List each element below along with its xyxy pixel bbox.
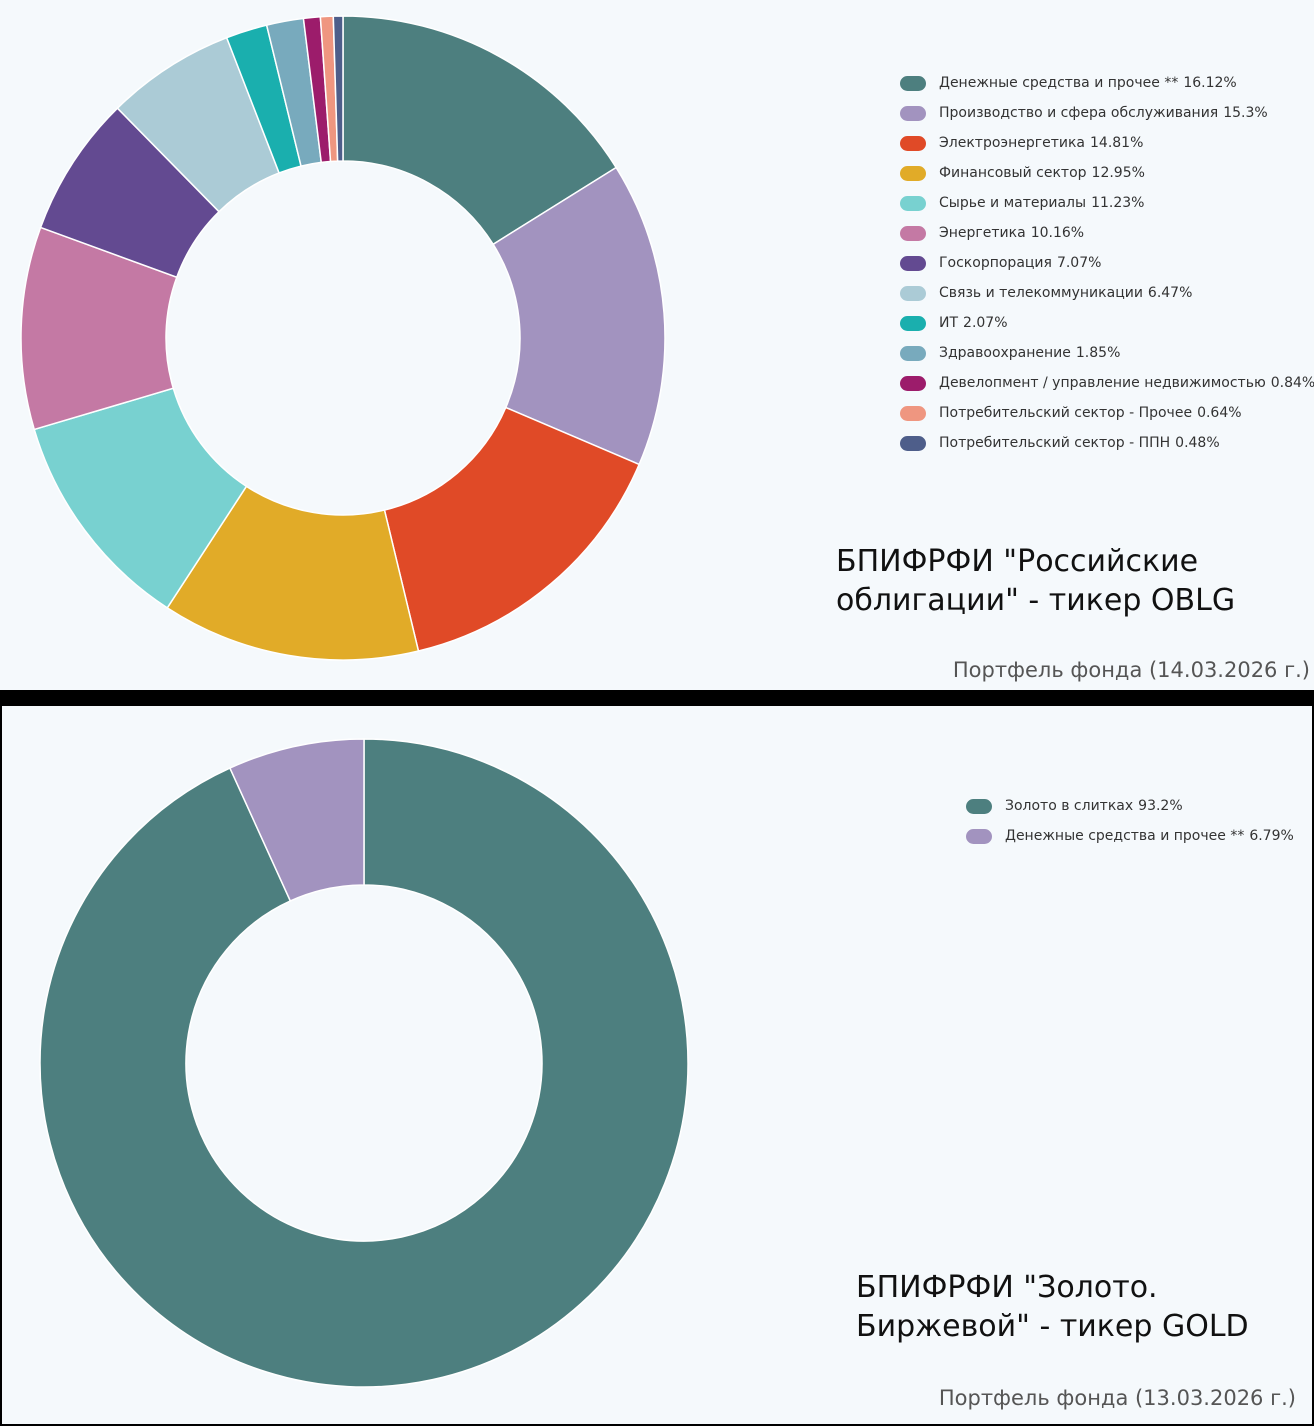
legend-swatch-icon bbox=[900, 285, 926, 301]
donut-slice[interactable] bbox=[228, 738, 365, 902]
portfolio-date-caption: Портфель фонда (13.03.2026 г.) bbox=[938, 1386, 1296, 1410]
donut-slice[interactable] bbox=[39, 738, 689, 1388]
legend-label: Производство и сфера обслуживания bbox=[939, 105, 1219, 121]
legend-oblg: Денежные средства и прочее ** 16.12% Произ… bbox=[900, 68, 1314, 458]
legend-item[interactable]: Связь и телекоммуникации 6.47% bbox=[900, 278, 1314, 308]
legend-item[interactable]: Золото в слитках 93.2% bbox=[966, 791, 1294, 821]
legend-swatch-icon bbox=[900, 255, 926, 271]
fund-panel-gold: Золото в слитках 93.2% Денежные средства и… bbox=[0, 706, 1314, 1426]
legend-item[interactable]: Сырье и материалы 11.23% bbox=[900, 188, 1314, 218]
legend-label: Госкорпорация bbox=[939, 255, 1052, 271]
legend-swatch-icon bbox=[900, 225, 926, 241]
legend-value: 6.47% bbox=[1147, 285, 1193, 301]
legend-swatch-icon bbox=[966, 798, 992, 814]
legend-label: Энергетика bbox=[939, 225, 1026, 241]
legend-swatch-icon bbox=[900, 375, 926, 391]
legend-item[interactable]: Финансовый сектор 12.95% bbox=[900, 158, 1314, 188]
donut-chart-oblg bbox=[20, 15, 666, 661]
legend-label: Электроэнергетика bbox=[939, 135, 1085, 151]
section-divider bbox=[0, 690, 1314, 706]
legend-label: Потребительский сектор - ППН bbox=[939, 435, 1171, 451]
legend-value: 93.2% bbox=[1138, 798, 1183, 814]
legend-value: 0.84% bbox=[1270, 375, 1314, 391]
fund-title-line: Биржевой" - тикер GOLD bbox=[856, 1309, 1249, 1344]
donut-slice[interactable] bbox=[492, 166, 666, 466]
legend-value: 0.48% bbox=[1175, 435, 1220, 451]
legend-swatch-icon bbox=[900, 435, 926, 451]
donut-slice[interactable] bbox=[383, 406, 641, 652]
legend-value: 0.64% bbox=[1197, 405, 1242, 421]
legend-label: Здравоохранение bbox=[939, 345, 1071, 361]
legend-item[interactable]: Энергетика 10.16% bbox=[900, 218, 1314, 248]
legend-item[interactable]: Денежные средства и прочее ** 16.12% bbox=[900, 68, 1314, 98]
legend-swatch-icon bbox=[900, 345, 926, 361]
legend-item[interactable]: Девелопмент / управление недвижимостью 0.… bbox=[900, 368, 1314, 398]
legend-swatch-icon bbox=[900, 315, 926, 331]
legend-value: 6.79% bbox=[1249, 828, 1294, 844]
portfolio-date-caption: Портфель фонда (14.03.2026 г.) bbox=[952, 658, 1310, 682]
legend-value: 10.16% bbox=[1030, 225, 1085, 241]
legend-value: 7.07% bbox=[1056, 255, 1102, 271]
legend-value: 11.23% bbox=[1091, 195, 1145, 211]
legend-item[interactable]: Денежные средства и прочее ** 6.79% bbox=[966, 821, 1294, 851]
legend-item[interactable]: Госкорпорация 7.07% bbox=[900, 248, 1314, 278]
legend-gold: Золото в слитках 93.2% Денежные средства и… bbox=[966, 791, 1294, 851]
legend-label: Девелопмент / управление недвижимостью bbox=[939, 375, 1266, 391]
legend-swatch-icon bbox=[900, 165, 926, 181]
legend-label: Золото в слитках bbox=[1005, 798, 1134, 814]
legend-item[interactable]: Потребительский сектор - Прочее 0.64% bbox=[900, 398, 1314, 428]
legend-label: Денежные средства и прочее ** bbox=[1005, 828, 1245, 844]
fund-title-gold: БПИФРФИ "Золото. Биржевой" - тикер GOLD bbox=[856, 1268, 1249, 1346]
legend-swatch-icon bbox=[900, 105, 926, 121]
fund-title-oblg: БПИФРФИ "Российские облигации" - тикер O… bbox=[836, 542, 1235, 620]
fund-title-line: облигации" - тикер OBLG bbox=[836, 583, 1236, 618]
legend-value: 12.95% bbox=[1091, 165, 1145, 181]
legend-value: 16.12% bbox=[1183, 75, 1237, 91]
legend-swatch-icon bbox=[900, 75, 926, 91]
legend-label: ИТ bbox=[939, 315, 959, 331]
legend-label: Денежные средства и прочее ** bbox=[939, 75, 1179, 91]
legend-label: Сырье и материалы bbox=[939, 195, 1087, 211]
legend-value: 14.81% bbox=[1090, 135, 1144, 151]
legend-swatch-icon bbox=[900, 195, 926, 211]
fund-title-line: БПИФРФИ "Российские bbox=[836, 544, 1199, 579]
legend-value: 2.07% bbox=[963, 315, 1008, 331]
legend-item[interactable]: Электроэнергетика 14.81% bbox=[900, 128, 1314, 158]
legend-item[interactable]: Производство и сфера обслуживания 15.3% bbox=[900, 98, 1314, 128]
donut-slice[interactable] bbox=[166, 485, 420, 661]
legend-item[interactable]: Потребительский сектор - ППН 0.48% bbox=[900, 428, 1314, 458]
legend-item[interactable]: ИТ 2.07% bbox=[900, 308, 1314, 338]
legend-swatch-icon bbox=[900, 135, 926, 151]
legend-swatch-icon bbox=[900, 405, 926, 421]
legend-swatch-icon bbox=[966, 828, 992, 844]
donut-slice[interactable] bbox=[332, 15, 344, 162]
legend-label: Потребительский сектор - Прочее bbox=[939, 405, 1193, 421]
legend-value: 15.3% bbox=[1223, 105, 1268, 121]
legend-label: Финансовый сектор bbox=[939, 165, 1087, 181]
legend-label: Связь и телекоммуникации bbox=[939, 285, 1143, 301]
donut-slice[interactable] bbox=[342, 15, 618, 246]
fund-panel-oblg: Денежные средства и прочее ** 16.12% Произ… bbox=[0, 0, 1314, 690]
donut-chart-gold bbox=[39, 738, 689, 1388]
fund-title-line: БПИФРФИ "Золото. bbox=[856, 1270, 1158, 1305]
legend-item[interactable]: Здравоохранение 1.85% bbox=[900, 338, 1314, 368]
legend-value: 1.85% bbox=[1075, 345, 1121, 361]
